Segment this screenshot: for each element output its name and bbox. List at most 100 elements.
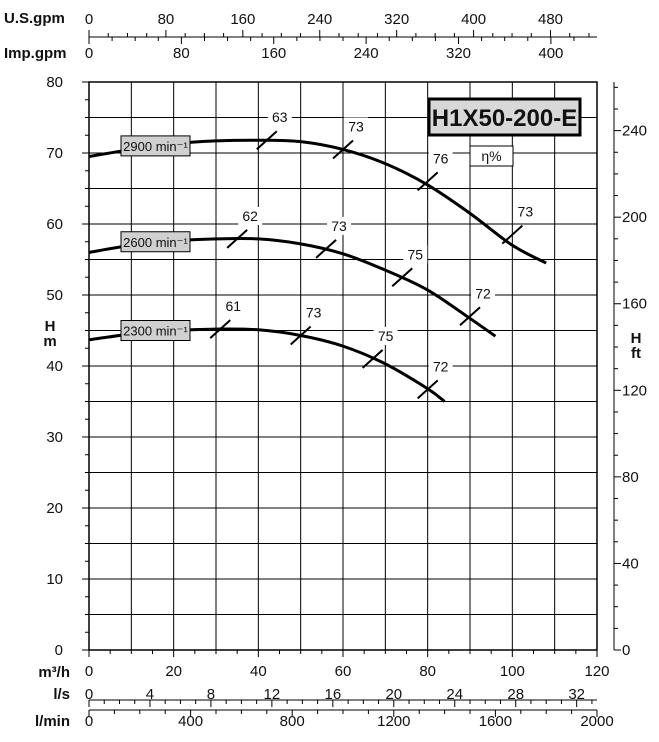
hm-tick-label: 70 [46, 145, 63, 162]
lmin-tick-label: 2000 [580, 713, 613, 730]
speed-labels: 2900 min⁻¹ 2600 min⁻¹ 2300 min⁻¹ [120, 135, 191, 341]
efficiency-mark [391, 267, 413, 287]
efficiency-label-bg [373, 326, 398, 345]
hm-tick-label: 40 [46, 358, 63, 375]
efficiency-value: 73 [348, 118, 364, 134]
efficiency-label: η% [481, 148, 501, 164]
hm-tick-label: 60 [46, 216, 63, 233]
lmin-tick-label: 800 [280, 713, 305, 730]
head-curves [88, 138, 547, 403]
usgpm-tick-label: 80 [158, 11, 175, 28]
impgpm-tick-label: 0 [85, 45, 93, 62]
hm-tick-label: 80 [46, 74, 63, 91]
speed-label-text: 2900 min⁻¹ [123, 139, 188, 154]
efficiency-label-bg [471, 284, 495, 303]
speed-label-2: 2600 min⁻¹ [120, 231, 191, 253]
lmin-tick-label: 0 [85, 713, 93, 730]
impgpm-tick-label: 400 [538, 45, 563, 62]
hft-tick-label: 120 [622, 382, 647, 399]
hft-tick-label: 80 [622, 469, 639, 486]
m3h-tick-label: 0 [85, 663, 93, 680]
hft-tick-label: 40 [622, 555, 639, 572]
speed-label-3: 2300 min⁻¹ [120, 320, 191, 341]
efficiency-value: 63 [272, 109, 288, 125]
efficiency-mark [459, 306, 481, 327]
usgpm-tick-label: 240 [307, 11, 332, 28]
m3h-tick-label: 100 [500, 663, 525, 680]
ls-tick-label: 20 [385, 686, 402, 703]
efficiency-label-bg [238, 206, 263, 225]
impgpm-tick-label: 320 [446, 45, 471, 62]
efficiency-label-bg [428, 149, 453, 168]
usgpm-tick-label: 0 [85, 11, 93, 28]
efficiency-mark [226, 229, 248, 249]
efficiency-label-bg [513, 202, 538, 221]
efficiency-value: 73 [518, 204, 534, 220]
lmin-tick-label: 400 [178, 713, 203, 730]
efficiency-marks: 63 73 76 73 62 73 75 72 61 73 75 72 [209, 108, 538, 400]
ls-tick-label: 32 [568, 686, 585, 703]
ls-tick-label: 4 [146, 686, 154, 703]
efficiency-value: 75 [378, 328, 394, 344]
speed-label-text: 2600 min⁻¹ [123, 235, 188, 250]
efficiency-value: 72 [433, 358, 449, 374]
efficiency-value: 72 [475, 285, 491, 301]
efficiency-label-bg [428, 357, 453, 376]
efficiency-value: 75 [407, 246, 423, 262]
lmin-tick-label: 1200 [377, 713, 410, 730]
efficiency-legend: η% [469, 145, 514, 167]
title-box: H1X50-200-E [427, 97, 582, 137]
efficiency-mark [361, 349, 384, 369]
hft-axis-title-unit: ft [631, 345, 641, 362]
efficiency-value: 73 [331, 218, 347, 234]
ls-tick-label: 8 [207, 686, 215, 703]
hm-tick-label: 50 [46, 287, 63, 304]
ls-tick-label: 12 [264, 686, 281, 703]
speed-label-1: 2900 min⁻¹ [120, 135, 191, 157]
hm-tick-label: 0 [55, 642, 63, 659]
efficiency-mark [501, 224, 524, 245]
impgpm-tick-label: 80 [173, 45, 190, 62]
hft-axis-title-h: H [631, 330, 642, 347]
m3h-axis-title: m³/h [38, 664, 70, 681]
speed-label-box [120, 135, 191, 157]
m3h-tick-label: 60 [335, 663, 352, 680]
hft-tick-label: 200 [622, 209, 647, 226]
efficiency-mark [416, 379, 439, 400]
m3h-tick-label: 40 [250, 663, 267, 680]
lmin-tick-label: 1600 [479, 713, 512, 730]
efficiency-label-bg [221, 297, 246, 316]
efficiency-label-bg [327, 216, 352, 235]
lmin-axis-title: l/min [35, 713, 70, 730]
ls-tick-label: 0 [85, 686, 93, 703]
efficiency-label-bg [301, 303, 326, 322]
chart-title: H1X50-200-E [432, 105, 577, 132]
efficiency-value: 62 [242, 208, 258, 224]
efficiency-label-bg [403, 245, 428, 264]
m3h-tick-label: 80 [419, 663, 436, 680]
ls-tick-label: 28 [507, 686, 524, 703]
hm-tick-label: 20 [46, 500, 63, 517]
efficiency-value: 73 [306, 304, 322, 320]
ls-tick-label: 24 [446, 686, 463, 703]
impgpm-axis-title: Imp.gpm [4, 45, 67, 62]
efficiency-value: 61 [225, 298, 241, 314]
usgpm-tick-label: 320 [384, 11, 409, 28]
hft-tick-label: 160 [622, 296, 647, 313]
hm-tick-label: 10 [46, 571, 63, 588]
hm-tick-label: 30 [46, 429, 63, 446]
hm-axis-title-h: H [45, 318, 56, 335]
efficiency-mark [315, 239, 337, 259]
efficiency-mark [256, 130, 278, 150]
impgpm-tick-label: 160 [261, 45, 286, 62]
usgpm-axis-title: U.S.gpm [4, 10, 65, 27]
ls-tick-label: 16 [324, 686, 341, 703]
efficiency-label-bg [344, 117, 368, 136]
m3h-tick-label: 20 [165, 663, 182, 680]
hm-axis-title-unit: m [43, 333, 56, 350]
m3h-tick-label: 120 [584, 663, 609, 680]
impgpm-tick-label: 240 [354, 45, 379, 62]
usgpm-tick-label: 400 [461, 11, 486, 28]
